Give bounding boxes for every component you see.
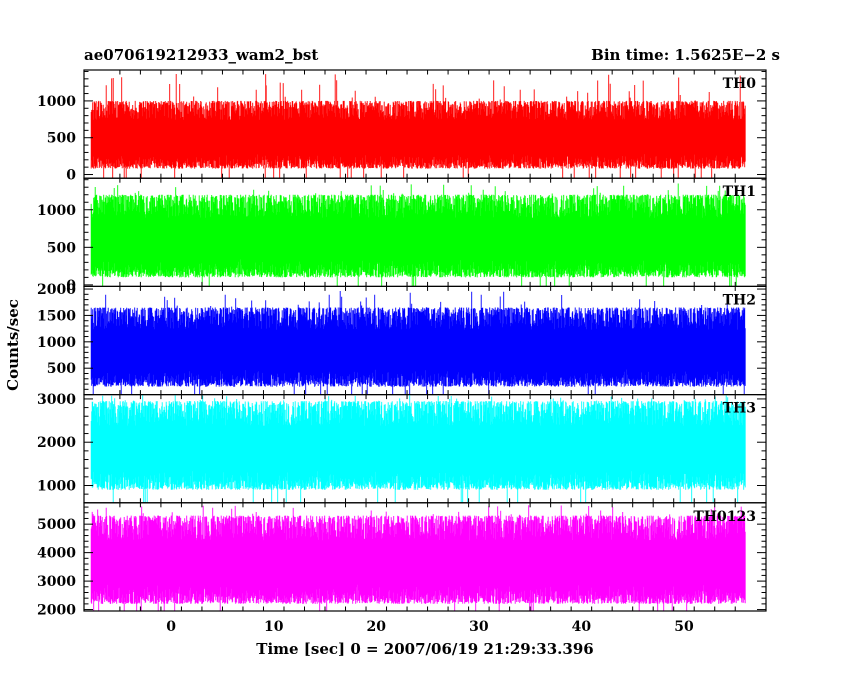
panel-label: TH3 bbox=[723, 401, 756, 417]
panel-label: TH1 bbox=[723, 184, 756, 200]
series-th3 bbox=[90, 394, 746, 503]
y-tick-label: 2000 bbox=[37, 282, 76, 298]
y-tick-label: 500 bbox=[47, 131, 76, 147]
series-th0 bbox=[90, 74, 746, 179]
x-tick-label: 10 bbox=[264, 619, 284, 635]
y-tick-label: 0 bbox=[66, 168, 76, 184]
y-tick-label: 2000 bbox=[37, 603, 76, 619]
y-axis-title: Counts/sec bbox=[4, 299, 22, 391]
figure-title-right: Bin time: 1.5625E−2 s bbox=[591, 46, 780, 64]
series-th1 bbox=[90, 183, 746, 287]
x-axis-title: Time [sec] 0 = 2007/06/19 21:29:33.396 bbox=[256, 640, 593, 658]
x-axis: 0 10 20 30 40 50 bbox=[166, 619, 694, 635]
y-tick-label: 4000 bbox=[37, 546, 76, 562]
panel-th0: 0 500 1000 TH0 bbox=[37, 69, 767, 184]
x-tick-label: 30 bbox=[469, 619, 489, 635]
y-tick-label: 1000 bbox=[37, 335, 76, 351]
figure-title-left: ae070619212933_wam2_bst bbox=[84, 46, 318, 64]
panel-label: TH0123 bbox=[693, 509, 756, 525]
x-tick-label: 20 bbox=[367, 619, 387, 635]
series-th2 bbox=[90, 291, 746, 395]
panel-label: TH0 bbox=[723, 76, 757, 92]
y-tick-label: 1000 bbox=[37, 203, 76, 219]
y-tick-label: 1500 bbox=[37, 308, 76, 324]
panel-th1: 0 500 1000 TH1 bbox=[37, 177, 767, 294]
y-tick-label: 3000 bbox=[37, 574, 76, 590]
panels-group: 0 500 1000 TH0 0 500 1000 TH1 500 1000 1500 2000 TH2… bbox=[37, 69, 767, 619]
panel-frame bbox=[83, 502, 767, 612]
panel-th0123: 2000 3000 4000 5000 TH0123 bbox=[37, 502, 767, 619]
y-tick-label: 1000 bbox=[37, 478, 76, 494]
y-tick-label: 3000 bbox=[37, 392, 76, 408]
y-tick-label: 0 bbox=[66, 278, 76, 294]
y-tick-label: 2000 bbox=[37, 435, 76, 451]
x-tick-label: 40 bbox=[572, 619, 592, 635]
panel-th2: 500 1000 1500 2000 TH2 bbox=[37, 282, 767, 396]
y-tick-label: 500 bbox=[47, 240, 76, 256]
y-tick-label: 5000 bbox=[37, 517, 76, 533]
x-tick-label: 0 bbox=[166, 619, 176, 635]
panel-th3: 1000 2000 3000 TH3 bbox=[37, 392, 767, 504]
y-tick-label: 500 bbox=[47, 361, 76, 377]
panel-label: TH2 bbox=[723, 292, 756, 308]
series-th0123 bbox=[90, 505, 746, 611]
x-tick-label: 50 bbox=[674, 619, 694, 635]
y-tick-label: 1000 bbox=[37, 94, 76, 110]
